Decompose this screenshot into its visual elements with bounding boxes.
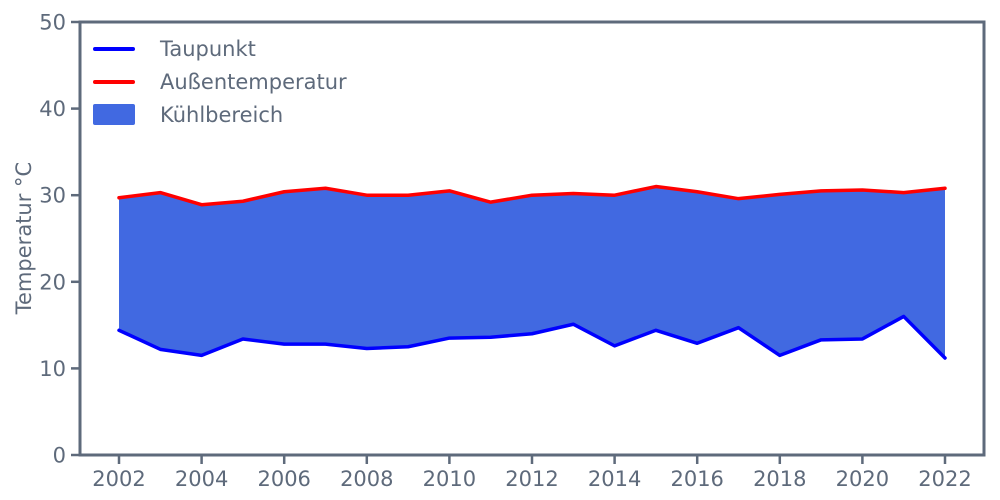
legend-label-kuehlbereich: Kühlbereich bbox=[160, 102, 284, 127]
x-tick-label: 2016 bbox=[670, 467, 723, 491]
taupunkt-line-swatch-icon bbox=[93, 46, 135, 51]
kuehlbereich-area bbox=[119, 186, 945, 359]
x-tick-label: 2010 bbox=[423, 467, 476, 491]
aussentemperatur-line bbox=[117, 184, 947, 207]
x-tick-label: 2018 bbox=[753, 467, 806, 491]
x-tick-label: 2012 bbox=[505, 467, 558, 491]
x-tick-label: 2002 bbox=[92, 467, 145, 491]
y-tick-label: 10 bbox=[39, 357, 66, 381]
y-tick-label: 0 bbox=[53, 444, 66, 468]
kuehlbereich-patch-swatch-icon bbox=[93, 104, 135, 125]
plot-area: 2002 2004 2006 2008 2010 2012 2014 2016 2018 2020… bbox=[39, 11, 986, 491]
x-tick-label: 2006 bbox=[257, 467, 310, 491]
legend-label-aussentemperatur: Außentemperatur bbox=[160, 69, 347, 94]
legend-label-taupunkt: Taupunkt bbox=[160, 36, 256, 61]
legend-item-kuehlbereich: Kühlbereich bbox=[93, 98, 347, 131]
x-tick-label: 2004 bbox=[175, 467, 228, 491]
y-tick-label: 40 bbox=[39, 97, 66, 121]
legend: Taupunkt Außentemperatur Kühlbereich bbox=[93, 32, 347, 131]
y-tick-label: 20 bbox=[39, 270, 66, 294]
axes-spines bbox=[78, 20, 986, 457]
taupunkt-line bbox=[117, 314, 947, 360]
legend-item-aussentemperatur: Außentemperatur bbox=[93, 65, 347, 98]
legend-item-taupunkt: Taupunkt bbox=[93, 32, 347, 65]
aussentemperatur-line-swatch-icon bbox=[93, 79, 135, 84]
x-tick-label: 2022 bbox=[918, 467, 971, 491]
y-axis-title: Temperatur °C bbox=[12, 162, 36, 315]
x-tick-label: 2014 bbox=[588, 467, 641, 491]
x-tick-label: 2020 bbox=[836, 467, 889, 491]
x-tick-label: 2008 bbox=[340, 467, 393, 491]
y-tick-label: 30 bbox=[39, 184, 66, 208]
y-tick-label: 50 bbox=[39, 11, 66, 35]
